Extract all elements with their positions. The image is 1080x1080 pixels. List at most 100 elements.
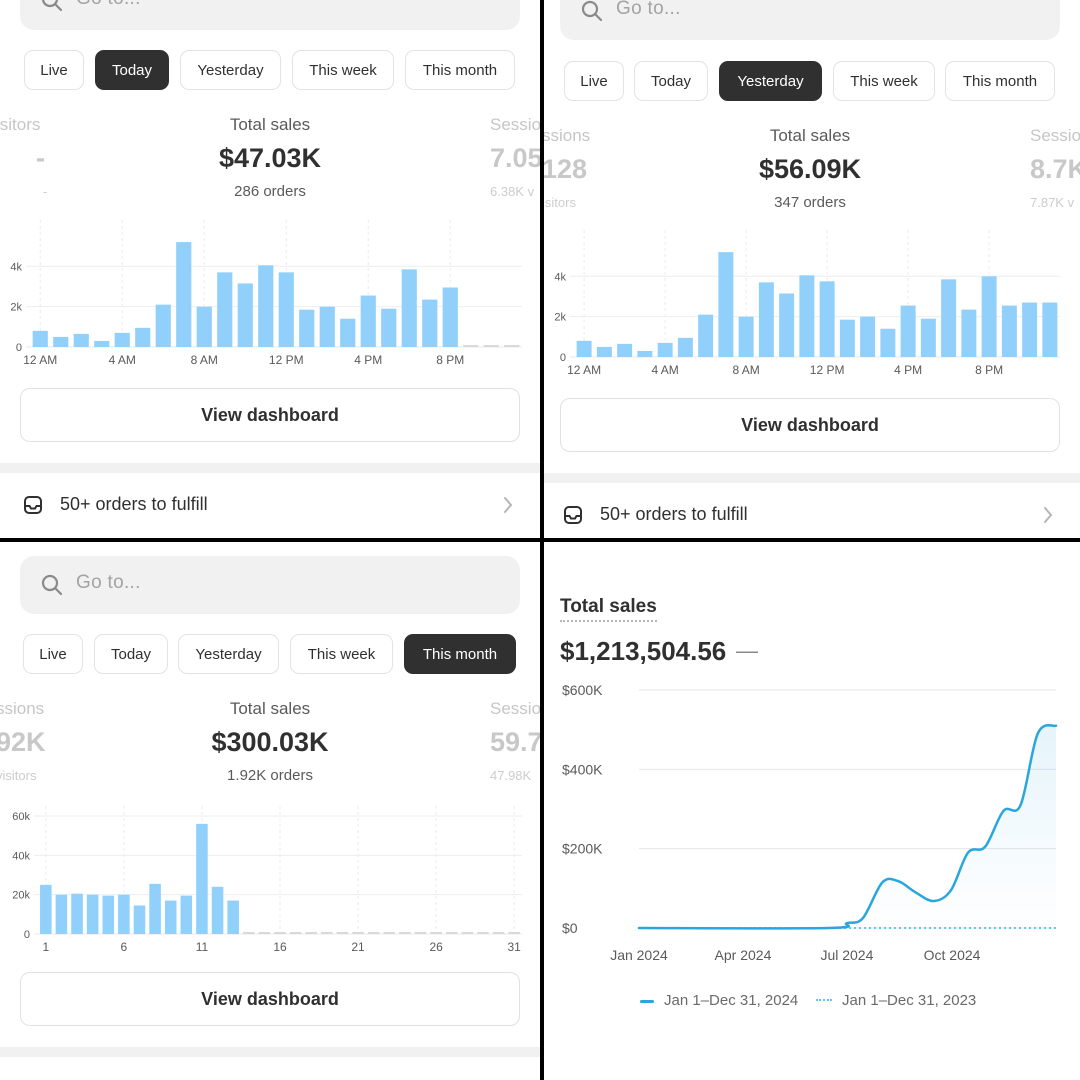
x-tick-label: 11	[196, 940, 209, 954]
bar	[180, 895, 193, 934]
bar	[227, 900, 239, 934]
metric-orders: 1.92K orders	[227, 767, 313, 784]
view-dashboard-button[interactable]: View dashboard	[560, 398, 1060, 452]
bar	[738, 316, 754, 357]
bar	[880, 328, 896, 357]
orders-to-fulfill-label: 50+ orders to fulfill	[60, 494, 208, 514]
orders-to-fulfill-row[interactable]: 50+ orders to fulfill	[544, 483, 1080, 538]
orders-to-fulfill-row[interactable]: 50+ orders to fulfill	[0, 473, 540, 535]
search-placeholder: Go to...	[76, 0, 141, 10]
metric-right-sub: 7.87K v	[1030, 195, 1075, 210]
metric-total-sales-value: $300.03K	[211, 727, 329, 757]
bar	[920, 318, 936, 357]
legend-previous-label[interactable]: Jan 1–Dec 31, 2023	[842, 992, 977, 1009]
panel-today: Go to... Live Today Yesterday This week …	[0, 0, 540, 538]
view-dashboard-button[interactable]: View dashboard	[20, 972, 520, 1026]
metric-left-label: isitors	[0, 115, 41, 134]
metric-left-label: ssions	[544, 126, 591, 145]
metric-total-sales-label: Total sales	[229, 699, 311, 718]
tab-yesterday[interactable]: Yesterday	[719, 61, 822, 101]
view-dashboard-button[interactable]: View dashboard	[20, 388, 520, 442]
bar	[237, 283, 253, 347]
panel-total-sales-report: Total sales $1,213,504.56 — $0 $200K $400K…	[544, 542, 1080, 1080]
y-tick-label: $0	[562, 920, 578, 936]
tab-today[interactable]: Today	[94, 634, 168, 674]
bar	[40, 884, 52, 934]
legend-current-label[interactable]: Jan 1–Dec 31, 2024	[664, 992, 799, 1009]
search-bar[interactable]: Go to...	[20, 0, 520, 30]
report-title[interactable]: Total sales	[560, 596, 657, 622]
bar	[941, 279, 957, 357]
tab-today[interactable]: Today	[95, 50, 169, 90]
bar	[819, 281, 835, 357]
bar	[596, 346, 612, 357]
tab-live[interactable]: Live	[24, 50, 84, 90]
metric-left-sub: isitors	[544, 195, 576, 210]
tab-this-month[interactable]: This month	[404, 634, 516, 674]
search-placeholder: Go to...	[616, 0, 681, 19]
report-comparison-dash: —	[736, 638, 758, 663]
chart-legend: Jan 1–Dec 31, 2024 Jan 1–Dec 31, 2023	[544, 986, 1080, 1016]
x-tick-label: 31	[508, 940, 522, 954]
x-tick-label: 6	[121, 940, 128, 954]
x-tick-label: 21	[351, 940, 365, 954]
bar	[114, 332, 130, 347]
x-tick-label: 12 PM	[810, 363, 845, 377]
bar	[278, 272, 294, 347]
tab-yesterday[interactable]: Yesterday	[178, 634, 279, 674]
bar	[340, 318, 356, 347]
metric-orders: 347 orders	[774, 194, 846, 211]
tab-this-week[interactable]: This week	[833, 61, 935, 101]
search-icon	[41, 574, 63, 596]
metric-left-value: 92K	[0, 727, 46, 757]
x-tick-label: Jan 2024	[610, 947, 668, 963]
tab-live[interactable]: Live	[23, 634, 83, 674]
metric-right-label: Sessio	[1030, 126, 1080, 145]
inbox-icon	[564, 506, 582, 524]
bar	[1001, 305, 1017, 357]
legend-current-swatch	[640, 1000, 654, 1003]
y-tick-label: 0	[560, 352, 566, 364]
bar	[118, 894, 130, 934]
tab-this-week[interactable]: This week	[290, 634, 393, 674]
bar	[32, 330, 48, 347]
chevron-right-icon	[1044, 507, 1053, 523]
divider	[544, 473, 1080, 483]
y-tick-label: 20k	[12, 890, 30, 902]
bar	[698, 314, 714, 357]
bar	[258, 265, 274, 347]
metric-left-sub: -	[43, 184, 48, 199]
metric-total-sales-label: Total sales	[229, 115, 311, 134]
y-tick-label: 2k	[554, 312, 566, 324]
search-bar[interactable]: Go to...	[20, 556, 520, 614]
bar	[442, 287, 458, 347]
y-tick-label: $400K	[562, 761, 603, 777]
bar	[677, 337, 693, 357]
x-tick-label: 12 AM	[567, 363, 601, 377]
y-tick-label: 0	[24, 929, 30, 941]
metric-left-value: 128	[544, 154, 588, 184]
tab-live[interactable]: Live	[564, 61, 624, 101]
search-bar[interactable]: Go to...	[560, 0, 1060, 40]
tab-this-month[interactable]: This month	[945, 61, 1055, 101]
inbox-icon	[24, 496, 42, 514]
bar	[617, 343, 633, 357]
bar	[102, 895, 115, 934]
metric-right-sub: 47.98K	[490, 768, 532, 783]
y-tick-label: 0	[16, 342, 22, 354]
tab-this-week[interactable]: This week	[292, 50, 394, 90]
bar	[860, 316, 876, 357]
bar	[401, 269, 417, 347]
report-total-value: $1,213,504.56	[560, 636, 727, 666]
x-tick-label: 26	[429, 940, 443, 954]
tab-today[interactable]: Today	[634, 61, 708, 101]
metric-right-label: Sessio	[490, 699, 540, 718]
bar	[799, 275, 815, 357]
bar	[73, 333, 89, 347]
bar	[55, 894, 68, 934]
x-tick-label: 12 PM	[269, 353, 304, 367]
bar	[657, 342, 673, 357]
bar	[422, 299, 438, 347]
tab-this-month[interactable]: This month	[405, 50, 515, 90]
tab-yesterday[interactable]: Yesterday	[180, 50, 281, 90]
